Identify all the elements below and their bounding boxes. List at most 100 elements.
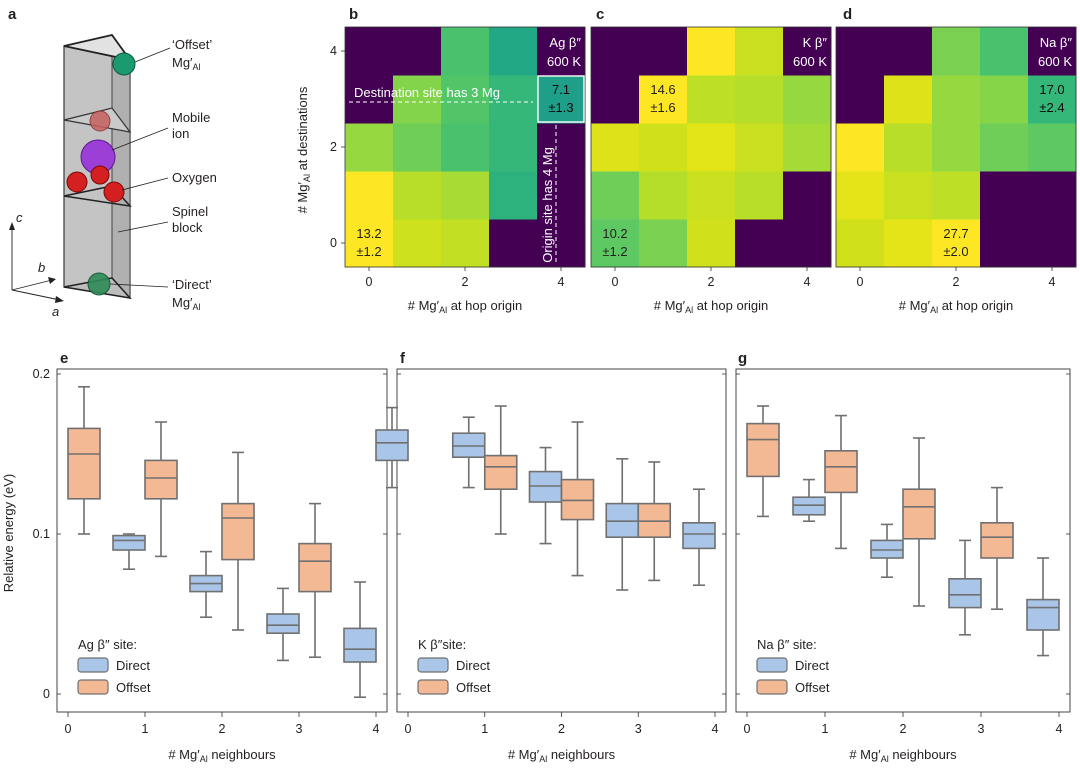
boxplot-panel-e: 0 0.1 0.2 0 1 2 3 4 Ag β″ site: Direct Offset # Mg′… xyxy=(33,367,388,764)
x-tick-label: 1 xyxy=(142,722,149,736)
structure-diagram: ‘Offset’ Mg′Al Mobile ion Oxygen Spinel … xyxy=(9,33,217,319)
legend-swatch-direct xyxy=(417,657,449,673)
legend-label-direct: Direct xyxy=(456,658,490,673)
legend-swatch-direct xyxy=(756,657,788,673)
heatmap-cell xyxy=(489,27,538,76)
legend-swatch-offset xyxy=(756,679,788,695)
heatmap-x-axis-label: # Mg′Al at hop origin xyxy=(408,298,523,315)
heatmap-cell xyxy=(884,75,933,124)
heatmap-cell xyxy=(393,123,442,172)
x-tick-label: 0 xyxy=(65,722,72,736)
heatmap-cell xyxy=(345,219,394,268)
heatmap-cell-label: 14.6 xyxy=(650,82,675,97)
panel-letter-e: e xyxy=(60,350,68,367)
heatmap-cell-label: ±1.2 xyxy=(602,244,627,259)
heatmap-cell xyxy=(591,219,640,268)
boxplot-panel-g: 0 1 2 3 4 Na β″ site: Direct Offset # Mg′Al neig… xyxy=(735,368,1071,764)
heatmap-cell xyxy=(735,75,784,124)
legend-label-offset: Offset xyxy=(795,680,830,695)
heatmap-cell xyxy=(884,27,933,76)
x-tick-label: 0 xyxy=(857,275,864,289)
heatmap-cell xyxy=(884,123,933,172)
heatmap-cell xyxy=(783,219,832,268)
heatmap-title: 600 K xyxy=(1038,54,1072,69)
x-tick-label: 2 xyxy=(462,275,469,289)
heatmap-cell-label: 17.0 xyxy=(1039,82,1064,97)
box-direct xyxy=(870,523,904,579)
box-offset xyxy=(902,437,936,607)
heatmap-cell xyxy=(1028,171,1077,220)
heatmap-cell xyxy=(980,75,1029,124)
heatmap-cell xyxy=(591,27,640,76)
highlight-cell xyxy=(537,75,585,123)
x-tick-label: 4 xyxy=(804,275,811,289)
offset-leader xyxy=(134,47,171,63)
x-tick-label: 3 xyxy=(978,722,985,736)
heatmap-cell xyxy=(489,219,538,268)
y-tick-label: 4 xyxy=(330,44,337,58)
box-offset xyxy=(67,385,101,535)
legend-swatch-offset xyxy=(417,679,449,695)
box-direct xyxy=(375,406,409,489)
box-offset xyxy=(144,421,178,558)
heatmap-cell xyxy=(836,75,885,124)
box-direct xyxy=(112,533,146,571)
heatmap-cell xyxy=(836,171,885,220)
legend-title: Ag β″ site: xyxy=(78,637,137,652)
heatmap-cell xyxy=(687,123,736,172)
legend-label-direct: Direct xyxy=(795,658,829,673)
panel-letter-f: f xyxy=(400,350,406,367)
legend-title: K β″site: xyxy=(418,637,466,652)
heatmap-cell xyxy=(932,75,981,124)
oxygen-leader xyxy=(121,177,169,191)
heatmap-cell xyxy=(932,27,981,76)
box-offset xyxy=(637,461,672,582)
legend-label-direct: Direct xyxy=(116,658,150,673)
heatmap-cell xyxy=(489,75,538,124)
heatmap-cell xyxy=(639,75,688,124)
heatmap-cell xyxy=(345,171,394,220)
heatmap-cell xyxy=(735,171,784,220)
heatmap-cell-label: ±1.6 xyxy=(650,100,675,115)
heatmap-cell xyxy=(783,123,832,172)
box-offset xyxy=(298,502,332,659)
x-tick-label: 2 xyxy=(953,275,960,289)
spinel-leader xyxy=(117,221,169,233)
heatmap-cell-label: 10.2 xyxy=(602,226,627,241)
heatmap-cell xyxy=(884,171,933,220)
oxygen-ion-3 xyxy=(103,181,125,203)
box-direct xyxy=(266,587,300,662)
box-offset xyxy=(746,405,780,518)
heatmap-cell xyxy=(735,27,784,76)
x-tick-label: 0 xyxy=(366,275,373,289)
oxygen-label: Oxygen xyxy=(172,170,217,185)
legend-label-offset: Offset xyxy=(116,680,151,695)
heatmap-cell xyxy=(687,219,736,268)
box-direct xyxy=(792,478,826,523)
prism-top xyxy=(63,33,133,62)
oxygen-ion-1 xyxy=(66,171,88,193)
boxplot-x-axis-label: # Mg′Al neighbours xyxy=(849,747,957,764)
direct-label-line2: Mg′Al xyxy=(172,295,201,312)
x-tick-label: 3 xyxy=(635,722,642,736)
x-tick-label: 4 xyxy=(1056,722,1063,736)
heatmap-cell xyxy=(980,219,1029,268)
heatmap-cell xyxy=(836,123,885,172)
box-offset xyxy=(980,486,1014,611)
heatmap-title: 600 K xyxy=(793,54,827,69)
box-offset xyxy=(221,451,255,631)
direct-leader xyxy=(109,283,169,288)
y-tick-label: 0 xyxy=(43,687,50,701)
heatmap-y-axis-label: # Mg′Al at destinations xyxy=(295,86,312,213)
heatmap-cell xyxy=(537,27,586,76)
axes-indicator: c b a xyxy=(9,210,64,319)
spinel-label-line2: block xyxy=(172,220,203,235)
heatmap-cell xyxy=(836,27,885,76)
axis-b-label: b xyxy=(38,260,45,275)
box-direct xyxy=(343,581,377,699)
box-direct xyxy=(682,488,716,587)
y-tick-label: 0.1 xyxy=(33,527,50,541)
heatmap-cell xyxy=(393,75,442,124)
heatmap-cell xyxy=(489,171,538,220)
